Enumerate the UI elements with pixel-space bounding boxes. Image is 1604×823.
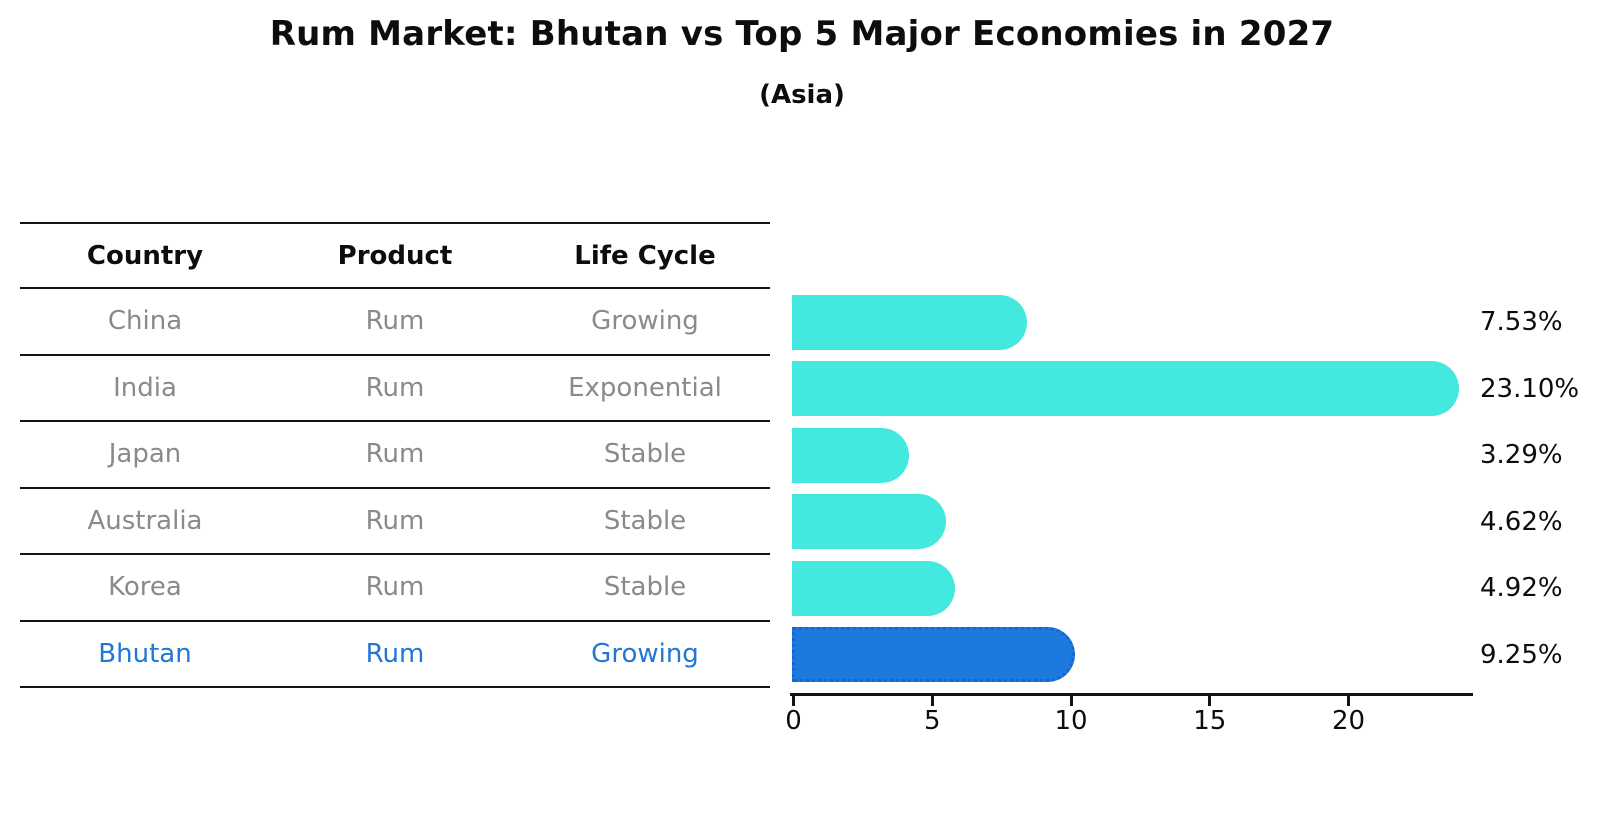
cell-life-cycle: Stable — [603, 439, 687, 470]
cell-product: Rum — [365, 572, 425, 603]
x-axis-line — [790, 693, 1473, 696]
table-header-product: Product — [337, 240, 453, 271]
cell-life-cycle: Exponential — [568, 372, 722, 403]
table-row-china: China Rum Growing — [20, 289, 770, 356]
x-tick-label-5: 5 — [923, 706, 941, 736]
value-label-australia: 4.62% — [1480, 506, 1563, 537]
x-tick-15 — [1208, 696, 1212, 706]
bar-china — [792, 294, 1027, 350]
value-label-japan: 3.29% — [1480, 440, 1563, 471]
x-tick-0 — [792, 696, 795, 706]
cell-country: India — [113, 372, 177, 403]
table-row-bhutan: Bhutan Rum Growing — [20, 622, 770, 688]
cell-life-cycle: Stable — [603, 572, 687, 603]
table-row-australia: Australia Rum Stable — [20, 489, 770, 555]
cell-product: Rum — [365, 372, 425, 403]
value-label-bhutan: 9.25% — [1480, 639, 1563, 670]
x-tick-10 — [1069, 696, 1073, 706]
table-row-korea: Korea Rum Stable — [20, 555, 770, 622]
table-row-india: India Rum Exponential — [20, 356, 770, 422]
cell-product: Rum — [365, 638, 425, 669]
bar-japan — [792, 427, 910, 483]
chart-subtitle: (Asia) — [759, 80, 845, 110]
cell-product: Rum — [365, 505, 425, 536]
value-label-korea: 4.92% — [1480, 573, 1563, 604]
bar-australia — [792, 494, 947, 549]
cell-country: China — [107, 306, 183, 337]
cell-country: Australia — [87, 505, 203, 536]
x-tick-label-0: 0 — [785, 706, 802, 736]
bar-plot-area — [792, 289, 1471, 688]
country-table: Country Product Life Cycle China Rum Growi… — [20, 222, 770, 688]
bar-bhutan — [792, 627, 1075, 682]
x-tick-5 — [930, 696, 934, 706]
x-tick-20 — [1347, 696, 1350, 706]
cell-life-cycle: Growing — [591, 638, 699, 669]
cell-life-cycle: Growing — [591, 306, 699, 337]
table-header-row: Country Product Life Cycle — [20, 222, 770, 289]
table-header-country: Country — [86, 240, 204, 271]
cell-country: Bhutan — [98, 638, 192, 669]
bar-korea — [792, 560, 955, 616]
chart-title: Rum Market: Bhutan vs Top 5 Major Econom… — [269, 14, 1335, 54]
table-row-japan: Japan Rum Stable — [20, 422, 770, 489]
cell-product: Rum — [365, 306, 425, 337]
value-label-china: 7.53% — [1480, 307, 1563, 338]
bar-india — [792, 361, 1460, 416]
x-tick-label-15: 15 — [1193, 706, 1227, 736]
cell-product: Rum — [365, 439, 425, 470]
cell-country: Japan — [108, 439, 182, 470]
x-tick-label-20: 20 — [1331, 706, 1366, 736]
value-label-india: 23.10% — [1480, 373, 1580, 404]
cell-life-cycle: Stable — [603, 505, 687, 536]
cell-country: Korea — [108, 572, 182, 603]
table-header-life-cycle: Life Cycle — [574, 240, 716, 271]
table-body: China Rum Growing India Rum Exponential Japan R… — [20, 289, 770, 688]
x-tick-label-10: 10 — [1054, 706, 1088, 736]
